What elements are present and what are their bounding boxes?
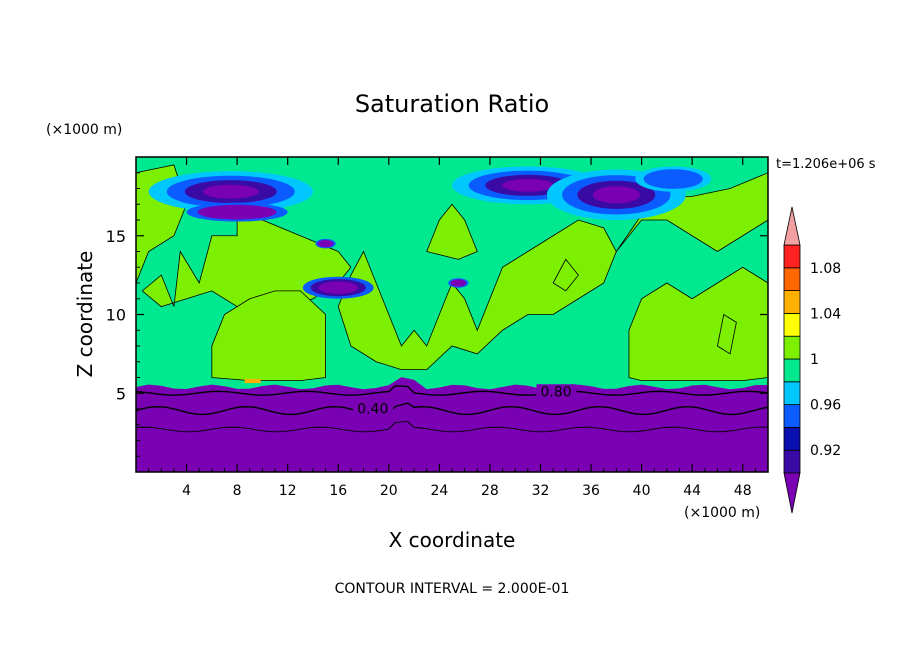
contour-lines [136,385,768,433]
y-tick-label-15: 15 [106,227,126,246]
region-supersat-8 [716,313,737,355]
contour-interval-note: CONTOUR INTERVAL = 2.000E-01 [335,581,570,597]
dry-patch-small-1 [317,239,334,248]
colorbar-over-triangle [783,206,801,246]
x-tick-label-4: 4 [182,483,191,499]
x-tick-label-16: 16 [329,483,347,499]
region-supersat-2 [337,219,617,371]
colorbar-label-2: 1 [810,352,819,368]
y-unit-label: (×1000 m) [46,122,122,138]
colorbar-under-triangle [783,472,801,514]
y-tick-label-5: 5 [116,384,126,403]
colorbar-bin-3 [783,381,801,405]
region-supersat-3 [426,203,478,260]
colorbar-bin-2 [783,404,801,428]
x-tick-label-32: 32 [532,483,550,499]
x-tick-label-24: 24 [430,483,448,499]
contour-line-2 [136,385,768,396]
colorbar-bin-9 [783,244,801,269]
y-tick-label-10: 10 [106,306,126,325]
dry-patch-small-2-1 [450,279,467,287]
dry-patch-left-low-1 [197,204,277,220]
colorbar-bin-1 [783,426,801,451]
x-tick-label-44: 44 [683,483,701,499]
dry-patch-top-3 [502,178,554,192]
dry-patch-right-edge-1 [643,169,703,189]
region-supersat-1 [211,290,326,382]
contour-label-0: 0.40 [357,402,388,418]
contour-line-0 [136,402,768,416]
contour-label-1: 0.80 [540,384,571,400]
small-supersat-patch [244,379,261,384]
region-lower-layer [136,377,768,472]
region-supersat-4 [628,266,768,382]
contour-label-bg-0 [353,401,394,416]
x-axis-label: X coordinate [389,528,516,552]
region-supersat-0 [141,203,352,308]
dry-patch-mid-2 [318,281,359,294]
colorbar-bin-8 [783,267,801,291]
x-tick-label-28: 28 [481,483,499,499]
contour-field [136,157,768,472]
y-axis-label: Z coordinate [73,251,97,378]
x-tick-label-8: 8 [233,483,242,499]
contour-line-1 [136,421,768,433]
colorbar-label-1: 0.96 [810,398,841,414]
contour-label-bg-1 [536,384,577,399]
colorbar-bin-7 [783,290,801,314]
region-supersat-7 [552,258,579,292]
dry-patch-left-3 [202,184,259,199]
colorbar: 0.92 0.96 1 1.04 1.08 [783,206,841,514]
colorbar-bin-0 [783,449,801,474]
colorbar-label-4: 1.08 [810,261,841,277]
x-tick-label-48: 48 [734,483,752,499]
colorbar-label-0: 0.92 [810,443,841,459]
chart-title: Saturation Ratio [355,90,549,118]
x-tick-label-36: 36 [582,483,600,499]
colorbar-bin-5 [783,335,801,360]
contour-labels: 0.40 0.80 [353,384,577,418]
time-label: t=1.206e+06 s [776,157,876,172]
x-unit-label: (×1000 m) [684,505,760,521]
x-tick-label-40: 40 [633,483,651,499]
colorbar-bin-4 [783,358,801,383]
colorbar-label-3: 1.04 [810,306,841,322]
colorbar-bin-6 [783,312,801,337]
x-tick-label-12: 12 [279,483,297,499]
x-tick-label-20: 20 [380,483,398,499]
region-supersat-5 [615,172,768,252]
dry-patch-right-3 [592,186,640,204]
